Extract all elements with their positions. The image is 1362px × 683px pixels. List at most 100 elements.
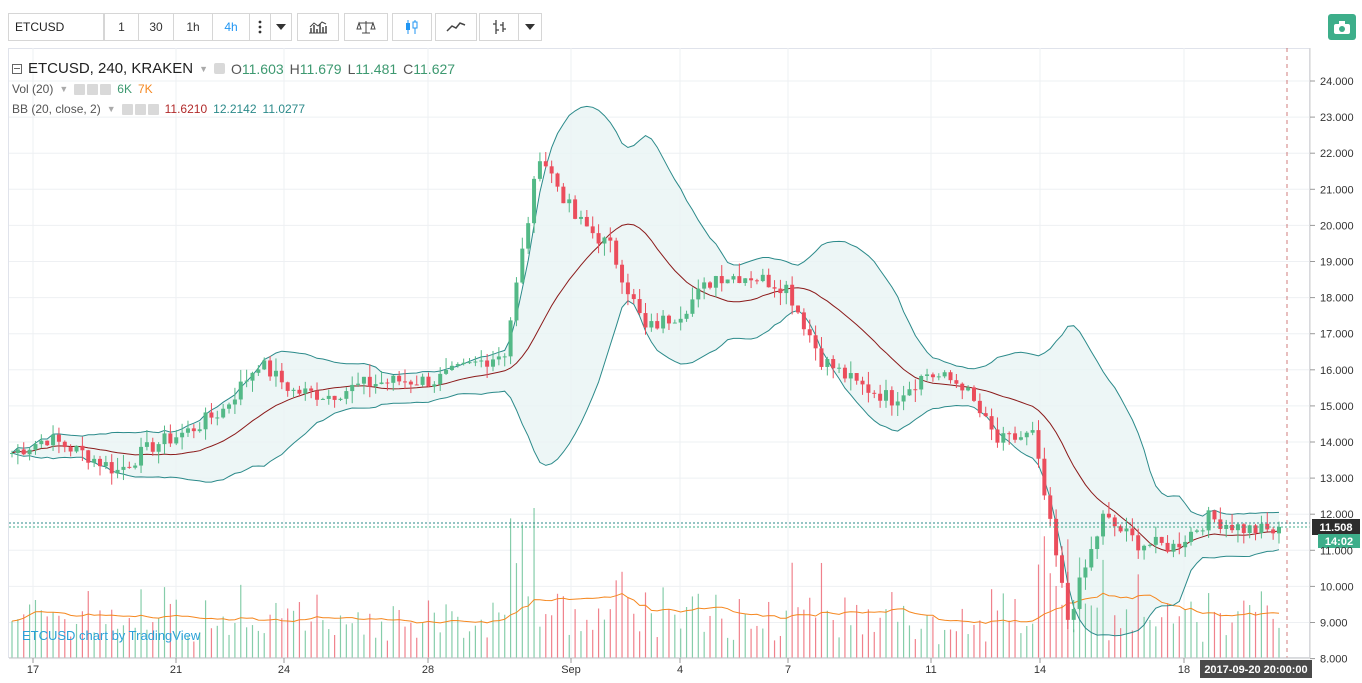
candle-body xyxy=(1142,545,1147,551)
symbol-input[interactable]: ETCUSD xyxy=(8,13,104,41)
candle-body xyxy=(678,318,683,323)
candle-body xyxy=(21,449,26,455)
time-tick-label: 7 xyxy=(785,664,791,676)
candle-body xyxy=(385,382,390,384)
candle-body xyxy=(444,369,449,374)
interval-dropdown-button[interactable] xyxy=(270,13,292,41)
candle-body xyxy=(315,390,320,400)
candle-body xyxy=(925,374,930,376)
bb-upper-value: 12.2142 xyxy=(213,102,257,116)
candle-body xyxy=(86,450,91,463)
candle-body xyxy=(420,376,425,385)
candle-body xyxy=(661,315,666,329)
price-tick-label: 18.000 xyxy=(1320,293,1354,305)
candle-body xyxy=(414,384,419,386)
candle-body xyxy=(819,348,824,367)
candle-body xyxy=(901,395,906,402)
bars-style-icon[interactable] xyxy=(479,13,519,41)
price-tick-label: 10.000 xyxy=(1320,581,1354,593)
interval-30-button[interactable]: 30 xyxy=(138,13,174,41)
legend-dropdown-icon[interactable]: ▼ xyxy=(199,63,208,74)
candle-body xyxy=(625,282,630,295)
tradingview-watermark[interactable]: ETCUSD chart by TradingView xyxy=(22,628,201,643)
symbol-title: ETCUSD, 240, KRAKEN xyxy=(28,60,194,77)
candle-body xyxy=(139,446,144,466)
candle-body xyxy=(27,449,32,455)
candle-body xyxy=(1165,542,1170,552)
line-style-icon[interactable] xyxy=(435,13,477,41)
candle-body xyxy=(737,276,742,284)
camera-icon[interactable] xyxy=(1328,14,1356,40)
volume-legend: Vol (20) ▼ 6K 7K xyxy=(12,82,153,96)
bb-lower-value: 11.0277 xyxy=(262,102,306,116)
candle-body xyxy=(191,428,196,432)
candle-body xyxy=(1042,458,1047,496)
candle-body xyxy=(1271,529,1276,534)
candle-body xyxy=(115,469,120,474)
candle-body xyxy=(285,382,290,391)
candle-body xyxy=(860,380,865,385)
candle-body xyxy=(350,384,355,392)
candle-body xyxy=(10,452,14,454)
candle-body xyxy=(1095,536,1100,550)
candle-body xyxy=(608,237,613,241)
candle-body xyxy=(631,294,636,300)
candle-body xyxy=(180,432,185,438)
candle-body xyxy=(127,466,132,468)
candle-body xyxy=(743,278,748,284)
countdown-label: 14:02 xyxy=(1325,536,1353,548)
interval-4h-button[interactable]: 4h xyxy=(212,13,250,41)
candle-body xyxy=(326,395,331,399)
more-intervals-icon[interactable] xyxy=(249,13,271,41)
candle-body xyxy=(760,274,765,282)
candles-style-icon[interactable] xyxy=(392,13,432,41)
compare-icon[interactable] xyxy=(344,13,388,41)
candle-body xyxy=(514,282,519,321)
candle-body xyxy=(784,284,789,294)
volume-dropdown-icon[interactable]: ▼ xyxy=(59,84,69,94)
candle-body xyxy=(666,315,671,324)
candle-body xyxy=(15,449,20,453)
bb-settings-icons[interactable] xyxy=(121,103,159,115)
candle-body xyxy=(303,388,308,394)
candle-body xyxy=(1200,530,1205,532)
bb-fill xyxy=(12,106,1279,636)
candle-body xyxy=(1253,525,1258,534)
candle-body xyxy=(1106,513,1111,518)
candle-body xyxy=(121,466,126,470)
candle-body xyxy=(790,284,795,306)
candle-body xyxy=(1183,541,1188,548)
volume-settings-icons[interactable] xyxy=(74,83,112,95)
candle-body xyxy=(133,465,138,468)
style-dropdown-button[interactable] xyxy=(518,13,542,41)
candle-body xyxy=(221,408,226,418)
candle-body xyxy=(1189,531,1194,542)
candle-body xyxy=(1065,582,1070,620)
candle-body xyxy=(408,381,413,385)
price-tick-label: 8.000 xyxy=(1320,654,1348,666)
candle-body xyxy=(526,223,531,249)
time-tick-label: 24 xyxy=(278,664,290,676)
candle-body xyxy=(1089,549,1094,568)
candle-body xyxy=(1247,525,1252,533)
price-tick-label: 22.000 xyxy=(1320,148,1354,160)
eye-icon[interactable] xyxy=(213,63,225,74)
collapse-legend-icon[interactable] xyxy=(12,63,22,74)
candle-body xyxy=(397,375,402,382)
candle-body xyxy=(391,375,396,383)
candle-body xyxy=(983,413,988,417)
candle-body xyxy=(655,321,660,329)
bb-label: BB (20, close, 2) xyxy=(12,102,101,116)
candle-body xyxy=(555,173,560,187)
candle-body xyxy=(690,299,695,314)
indicators-icon[interactable] xyxy=(297,13,339,41)
price-tick-label: 12.000 xyxy=(1320,509,1354,521)
candle-body xyxy=(1171,543,1176,552)
bb-dropdown-icon[interactable]: ▼ xyxy=(106,104,116,114)
candle-body xyxy=(97,458,102,467)
candle-body xyxy=(936,376,941,378)
candle-body xyxy=(162,433,167,445)
candle-body xyxy=(174,437,179,444)
candle-body xyxy=(749,278,754,281)
